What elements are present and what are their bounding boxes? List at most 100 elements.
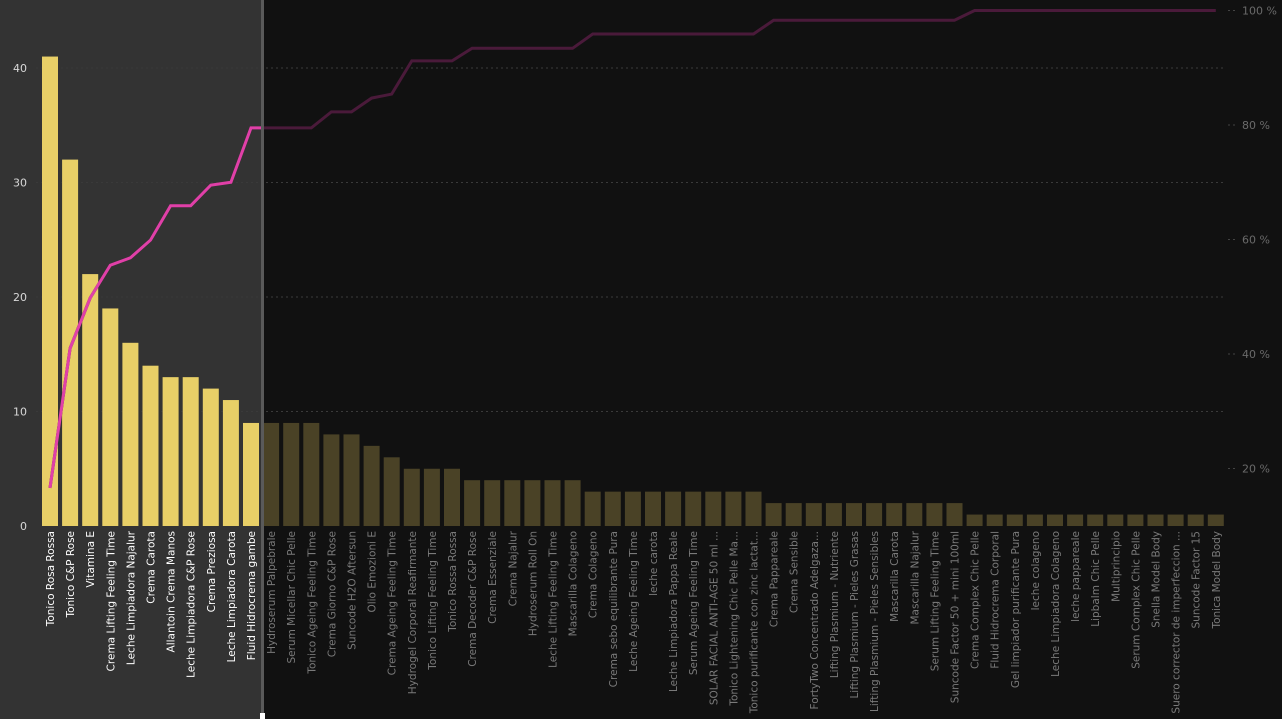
bar[interactable] — [906, 503, 923, 526]
y2-tick-label: 40 % — [1242, 348, 1270, 361]
bar[interactable] — [645, 491, 661, 526]
x-tick-label: Hydrogel Corporal Reafirmante — [407, 531, 419, 694]
bar[interactable] — [102, 308, 119, 526]
bar[interactable] — [846, 503, 862, 526]
x-tick-label: Crema Pappareale — [769, 531, 781, 627]
y-tick-label: 0 — [20, 520, 27, 533]
bar[interactable] — [243, 422, 259, 526]
x-tick-label: Crema Giorno C&P Rose — [326, 531, 338, 657]
bar[interactable] — [785, 503, 802, 526]
x-tick-label: Crema Lifting Feeling Time — [105, 531, 117, 671]
x-tick-label: Suero corrector de imperfeccion ... — [1171, 531, 1183, 714]
bar[interactable] — [202, 388, 219, 526]
y2-tick-label: 100 % — [1242, 5, 1277, 18]
x-tick-label: Snella Model Body — [1151, 531, 1163, 628]
x-tick-label: Serum Micellar Chic Pelle — [286, 531, 298, 664]
y2-tick-label: 60 % — [1242, 234, 1270, 247]
bar[interactable] — [886, 503, 903, 526]
y2-tick-label: 80 % — [1242, 119, 1270, 132]
x-tick-label: Leche Limpiadora C&P Rose — [186, 531, 198, 678]
bar[interactable] — [926, 503, 943, 526]
bar[interactable] — [966, 514, 983, 526]
bar[interactable] — [42, 56, 58, 527]
bar[interactable] — [1047, 514, 1063, 526]
bar[interactable] — [584, 491, 601, 526]
bar[interactable] — [363, 445, 380, 526]
bar[interactable] — [444, 468, 460, 526]
bar[interactable] — [182, 377, 199, 526]
bar[interactable] — [805, 503, 822, 526]
bar[interactable] — [564, 480, 581, 526]
bar[interactable] — [946, 503, 963, 526]
x-tick-label: Mascarilla Najalur — [909, 530, 921, 624]
bar[interactable] — [162, 377, 179, 526]
x-tick-label: Crema Ageing Feeling Time — [387, 531, 399, 675]
bar[interactable] — [303, 422, 320, 526]
x-tick-label: Tonico Lifting Feeling Time — [427, 531, 439, 671]
bar[interactable] — [765, 503, 782, 526]
x-tick-label: Lifting Plasmium - Nutriente — [829, 531, 841, 678]
selection-divider[interactable] — [261, 0, 264, 719]
bar[interactable] — [624, 491, 641, 526]
bar[interactable] — [222, 400, 239, 526]
bar[interactable] — [1127, 514, 1144, 526]
bar[interactable] — [685, 491, 702, 526]
bar[interactable] — [825, 503, 842, 526]
bar[interactable] — [82, 274, 99, 526]
x-tick-label: Crema Colageno — [588, 531, 600, 618]
bar[interactable] — [1006, 514, 1023, 526]
x-tick-label: Fluid Hidrocrema gambe — [246, 531, 258, 660]
y-tick-label: 10 — [13, 406, 27, 419]
bar[interactable] — [343, 434, 360, 526]
bar[interactable] — [1067, 514, 1084, 526]
bar[interactable] — [604, 491, 621, 526]
x-tick-label: Mascarilla Carota — [889, 531, 901, 622]
bar[interactable] — [1107, 514, 1124, 526]
x-tick-label: Hydroserum Palpebrale — [266, 531, 278, 654]
x-tick-label: Leche Ageing Feeling Time — [628, 531, 640, 672]
bar[interactable] — [403, 468, 420, 526]
x-tick-label: leche colageno — [1030, 531, 1042, 610]
x-tick-label: Leche Limpiadora Colageno — [1050, 531, 1062, 677]
bar[interactable] — [1207, 514, 1224, 526]
x-tick-label: leche carota — [648, 531, 660, 596]
bar[interactable] — [866, 503, 883, 526]
bar[interactable] — [504, 480, 521, 526]
y-tick-label: 30 — [13, 177, 27, 190]
bar[interactable] — [544, 480, 561, 526]
bar[interactable] — [62, 159, 79, 526]
x-tick-label: Crema Preziosa — [206, 531, 218, 612]
bar[interactable] — [323, 434, 340, 526]
y-tick-label: 40 — [13, 62, 27, 75]
bar[interactable] — [1147, 514, 1164, 526]
x-tick-label: Crema Essenziale — [487, 531, 499, 624]
scroll-marker[interactable] — [260, 713, 265, 719]
bar[interactable] — [263, 422, 280, 526]
bar[interactable] — [1087, 514, 1104, 526]
bar[interactable] — [745, 491, 762, 526]
bar[interactable] — [705, 491, 722, 526]
x-tick-label: FortyTwo Concentrado Adelgaza... — [809, 531, 821, 709]
bar[interactable] — [142, 365, 159, 526]
bar[interactable] — [524, 480, 541, 526]
bar[interactable] — [665, 491, 682, 526]
bar[interactable] — [484, 480, 501, 526]
x-tick-label: Serum Ageing Feeling Time — [688, 531, 700, 675]
x-tick-label: Suncode H2O Aftersun — [347, 531, 359, 650]
bar[interactable] — [725, 491, 742, 526]
x-tick-label: Crema sebo equilibrante Pura — [608, 531, 620, 687]
x-tick-label: Tonico purificante con zinc lactat... — [749, 531, 761, 714]
x-tick-label: Crema Carota — [146, 531, 158, 604]
x-tick-label: Suncode Factor 50 + mini 100ml — [950, 531, 962, 703]
bar[interactable] — [986, 514, 1003, 526]
bar[interactable] — [122, 342, 139, 526]
bar[interactable] — [1026, 514, 1043, 526]
bar[interactable] — [1187, 514, 1204, 526]
bar[interactable] — [464, 480, 481, 526]
bar[interactable] — [423, 468, 440, 526]
x-tick-label: Vitamina E — [85, 531, 97, 588]
bar[interactable] — [1167, 514, 1184, 526]
bar[interactable] — [383, 457, 400, 526]
y-tick-label: 20 — [13, 291, 27, 304]
bar[interactable] — [283, 422, 300, 526]
